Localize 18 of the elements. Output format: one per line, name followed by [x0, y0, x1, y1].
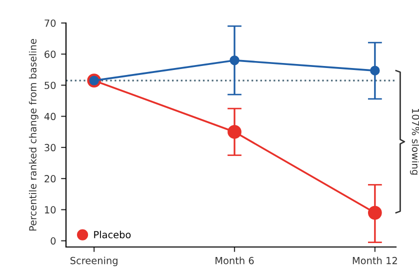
point — [368, 206, 382, 220]
y-tick-label: 20 — [44, 175, 56, 182]
y-tick-label: 10 — [44, 206, 56, 214]
x-tick-label: Month 12 — [352, 256, 397, 264]
legend-label: Placebo — [94, 230, 131, 238]
y-axis-title: Percentile ranked change from baseline — [28, 39, 38, 231]
point — [230, 55, 240, 66]
y-tick-label: 0 — [50, 237, 56, 245]
text: 107% slowing — [410, 108, 419, 175]
y-tick-label: 50 — [44, 82, 56, 90]
x-tick-label: Month 6 — [216, 256, 254, 264]
y-tick-label: 40 — [44, 112, 56, 120]
y-tick-label: 30 — [44, 144, 56, 152]
x-tick-label: Screening — [70, 256, 118, 266]
y-tick-label: 60 — [44, 50, 56, 58]
point — [228, 124, 242, 139]
point — [370, 66, 380, 76]
y-tick-label: 70 — [44, 19, 56, 27]
